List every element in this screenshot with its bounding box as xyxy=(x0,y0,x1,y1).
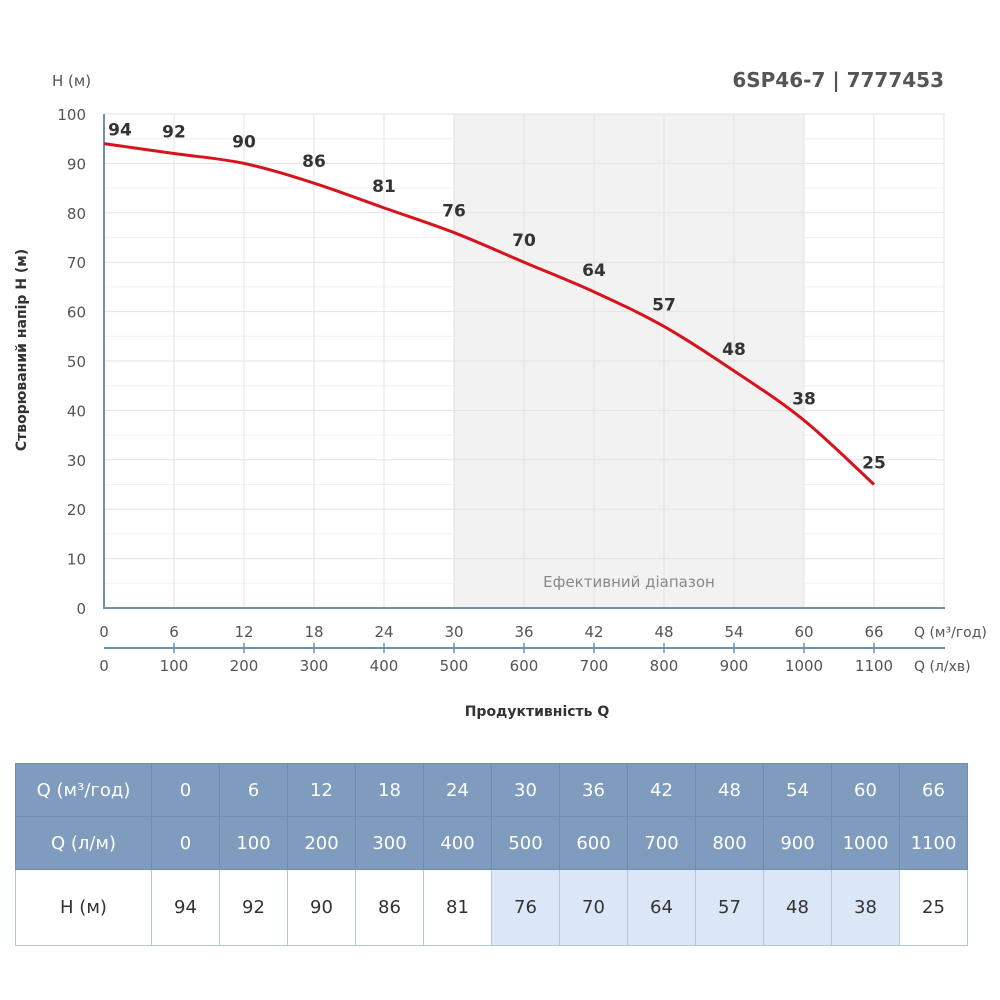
x-axis-title: Продуктивність Q xyxy=(465,704,610,720)
table-cell: 30 xyxy=(491,763,560,817)
x-tick-label: 0 xyxy=(99,623,109,641)
row-label: Q (м³/год) xyxy=(15,763,152,817)
x-tick-label: 18 xyxy=(304,623,323,641)
x-tick-label: 48 xyxy=(654,623,673,641)
data-label: 38 xyxy=(792,389,816,409)
data-label: 48 xyxy=(722,340,746,360)
table-cell: 500 xyxy=(491,816,560,870)
x2-tick-label: 300 xyxy=(300,657,329,675)
x2-tick-label: 0 xyxy=(99,657,109,675)
x-tick-label: 12 xyxy=(234,623,253,641)
table-cell: 42 xyxy=(627,763,696,817)
x-unit-primary: Q (м³/год) xyxy=(914,625,987,641)
table-cell: 57 xyxy=(695,869,764,946)
table-cell: 0 xyxy=(151,816,220,870)
x-tick-label: 6 xyxy=(169,623,179,641)
x-tick-label: 54 xyxy=(724,623,743,641)
data-label: 94 xyxy=(108,121,132,141)
x2-tick-label: 800 xyxy=(650,657,679,675)
y-tick-label: 80 xyxy=(67,205,86,223)
table-cell: 48 xyxy=(763,869,832,946)
data-label: 70 xyxy=(512,231,536,251)
x-tick-label: 30 xyxy=(444,623,463,641)
table-cell: 94 xyxy=(151,869,220,946)
table-row-q-m3h: Q (м³/год) 0 6 12 18 24 30 36 42 48 54 60 66 xyxy=(15,763,968,817)
table-row-h: H (м) 94 92 90 86 81 76 70 64 57 48 38 25 xyxy=(15,869,968,946)
table-cell: 76 xyxy=(491,869,560,946)
x2-tick-label: 900 xyxy=(720,657,749,675)
table-cell: 700 xyxy=(627,816,696,870)
x2-tick-label: 1100 xyxy=(855,657,893,675)
table-cell: 200 xyxy=(287,816,356,870)
table-cell: 18 xyxy=(355,763,424,817)
x-tick-label: 60 xyxy=(794,623,813,641)
data-label: 76 xyxy=(442,202,466,222)
table-cell: 38 xyxy=(831,869,900,946)
x2-tick-label: 600 xyxy=(510,657,539,675)
table-cell: 81 xyxy=(423,869,492,946)
table-cell: 48 xyxy=(695,763,764,817)
data-label: 81 xyxy=(372,177,396,197)
x2-tick-label: 400 xyxy=(370,657,399,675)
table-cell: 64 xyxy=(627,869,696,946)
table-cell: 100 xyxy=(219,816,288,870)
table-row-q-lm: Q (л/м) 0 100 200 300 400 500 600 700 800 900 1000 1… xyxy=(15,816,968,870)
x-tick-label: 42 xyxy=(584,623,603,641)
x2-tick-label: 100 xyxy=(160,657,189,675)
table-cell: 1000 xyxy=(831,816,900,870)
y-tick-label: 10 xyxy=(67,551,86,569)
table-cell: 60 xyxy=(831,763,900,817)
data-label: 86 xyxy=(302,152,326,172)
efficient-range-label: Ефективний діапазон xyxy=(543,573,715,591)
pump-curve-chart: Ефективний діапазон010203040506070809010… xyxy=(14,68,987,720)
table-cell: 86 xyxy=(355,869,424,946)
chart-title: 6SP46-7 | 7777453 xyxy=(732,68,944,92)
data-label: 25 xyxy=(862,454,886,474)
x2-tick-label: 700 xyxy=(580,657,609,675)
table-cell: 36 xyxy=(559,763,628,817)
x2-tick-label: 200 xyxy=(230,657,259,675)
table-cell: 66 xyxy=(899,763,968,817)
x-tick-label: 66 xyxy=(864,623,883,641)
table-cell: 400 xyxy=(423,816,492,870)
y-tick-label: 30 xyxy=(67,452,86,470)
table-cell: 800 xyxy=(695,816,764,870)
y-tick-label: 20 xyxy=(67,501,86,519)
x2-tick-label: 1000 xyxy=(785,657,823,675)
table-cell: 54 xyxy=(763,763,832,817)
row-label: H (м) xyxy=(15,869,152,946)
x-tick-label: 36 xyxy=(514,623,533,641)
head-curve-line xyxy=(103,142,876,486)
y-tick-label: 50 xyxy=(67,353,86,371)
table-cell: 12 xyxy=(287,763,356,817)
data-label: 57 xyxy=(652,295,676,315)
table-cell: 0 xyxy=(151,763,220,817)
table-cell: 25 xyxy=(899,869,968,946)
table-cell: 600 xyxy=(559,816,628,870)
table-cell: 300 xyxy=(355,816,424,870)
y-axis-title: Створюваний напір H (м) xyxy=(14,249,30,451)
y-tick-label: 90 xyxy=(67,155,86,173)
y-tick-label: 0 xyxy=(76,600,86,618)
y-unit: H (м) xyxy=(52,72,91,90)
y-tick-label: 60 xyxy=(67,304,86,322)
table-cell: 900 xyxy=(763,816,832,870)
data-label: 64 xyxy=(582,261,606,281)
table-cell: 24 xyxy=(423,763,492,817)
performance-table: Q (м³/год) 0 6 12 18 24 30 36 42 48 54 60 66 Q (л/м)… xyxy=(15,763,968,946)
y-tick-label: 40 xyxy=(67,402,86,420)
table-cell: 90 xyxy=(287,869,356,946)
table-cell: 6 xyxy=(219,763,288,817)
x2-tick-label: 500 xyxy=(440,657,469,675)
row-label: Q (л/м) xyxy=(15,816,152,870)
y-tick-label: 100 xyxy=(57,106,86,124)
table-cell: 70 xyxy=(559,869,628,946)
x-unit-secondary: Q (л/хв) xyxy=(914,659,971,675)
x-tick-label: 24 xyxy=(374,623,393,641)
data-label: 90 xyxy=(232,132,256,152)
y-tick-label: 70 xyxy=(67,254,86,272)
data-label: 92 xyxy=(162,123,186,143)
table-cell: 92 xyxy=(219,869,288,946)
table-cell: 1100 xyxy=(899,816,968,870)
